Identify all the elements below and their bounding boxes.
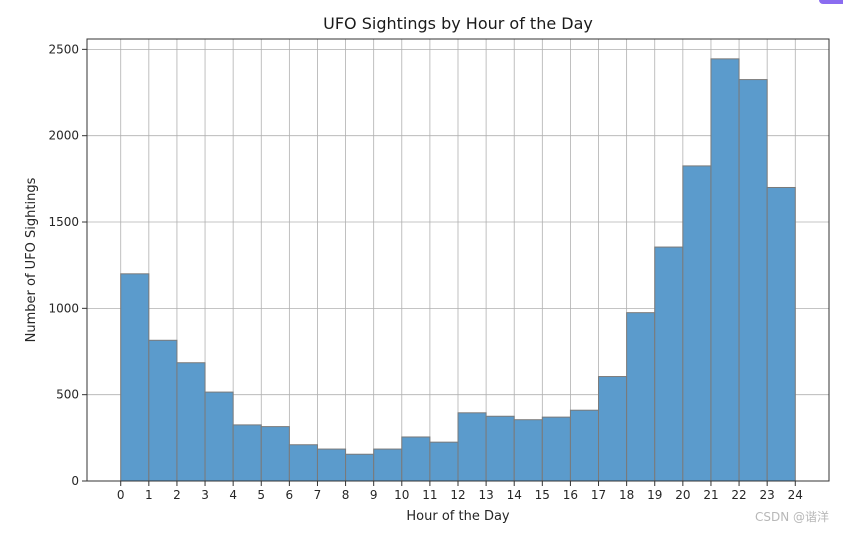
x-tick-label: 15 <box>535 488 550 502</box>
y-tick-label: 1500 <box>48 215 79 229</box>
histogram-bar <box>738 79 768 482</box>
x-tick-label: 14 <box>507 488 522 502</box>
corner-tab <box>819 0 843 4</box>
x-tick-label: 19 <box>647 488 662 502</box>
y-tick-label: 500 <box>56 388 79 402</box>
x-tick-label: 0 <box>117 488 125 502</box>
y-tick-label: 1000 <box>48 301 79 315</box>
x-tick-label: 2 <box>173 488 181 502</box>
histogram-bar <box>682 165 712 482</box>
histogram-bar <box>626 312 656 482</box>
x-tick-label: 8 <box>342 488 350 502</box>
x-tick-label: 9 <box>370 488 378 502</box>
x-tick-label: 23 <box>760 488 775 502</box>
x-tick-label: 10 <box>394 488 409 502</box>
y-axis-label: Number of UFO Sightings <box>24 177 39 342</box>
histogram-bar <box>569 409 600 482</box>
x-tick-label: 7 <box>314 488 322 502</box>
histogram-bar <box>429 441 459 482</box>
histogram-bar <box>541 416 571 482</box>
histogram-bar <box>513 419 543 482</box>
x-tick-label: 17 <box>591 488 606 502</box>
histogram-bar <box>485 415 515 482</box>
chart-title: UFO Sightings by Hour of the Day <box>323 14 593 33</box>
x-tick-label: 16 <box>563 488 578 502</box>
histogram-bar <box>232 424 262 482</box>
x-tick-label: 4 <box>229 488 237 502</box>
x-tick-label: 5 <box>257 488 265 502</box>
histogram-bar <box>148 339 178 482</box>
histogram-bar <box>345 453 375 482</box>
histogram-bar <box>288 444 318 482</box>
x-tick-label: 1 <box>145 488 153 502</box>
histogram-bar <box>176 362 206 482</box>
axis-ticks: 0 1 2 3 4 5 6 7 8 9 10 11 12 13 14 15 16 17 18 19 20 21 22 23 24… <box>48 42 802 502</box>
x-tick-label: 21 <box>703 488 718 502</box>
histogram-bar <box>373 448 403 482</box>
histogram-bar <box>401 436 431 482</box>
x-tick-label: 11 <box>422 488 437 502</box>
histogram-bar <box>766 186 796 482</box>
histogram-bar <box>260 426 290 482</box>
x-tick-label: 22 <box>731 488 746 502</box>
histogram-bar <box>204 391 234 482</box>
x-tick-label: 13 <box>478 488 493 502</box>
x-tick-label: 12 <box>450 488 465 502</box>
watermark: CSDN @谐洋 <box>754 510 829 524</box>
histogram-bar <box>457 412 487 482</box>
histogram-bar <box>598 376 628 482</box>
histogram-bar <box>710 58 740 482</box>
histogram-bar <box>316 448 347 482</box>
y-tick-label: 2000 <box>48 129 79 143</box>
x-tick-label: 24 <box>788 488 803 502</box>
x-tick-label: 18 <box>619 488 634 502</box>
histogram-bar <box>120 273 150 482</box>
x-tick-label: 3 <box>201 488 209 502</box>
x-tick-label: 20 <box>675 488 690 502</box>
histogram-bar <box>654 246 684 482</box>
y-tick-label: 2500 <box>48 42 79 56</box>
x-tick-label: 6 <box>286 488 294 502</box>
x-axis-label: Hour of the Day <box>406 509 510 524</box>
y-tick-label: 0 <box>71 474 79 488</box>
